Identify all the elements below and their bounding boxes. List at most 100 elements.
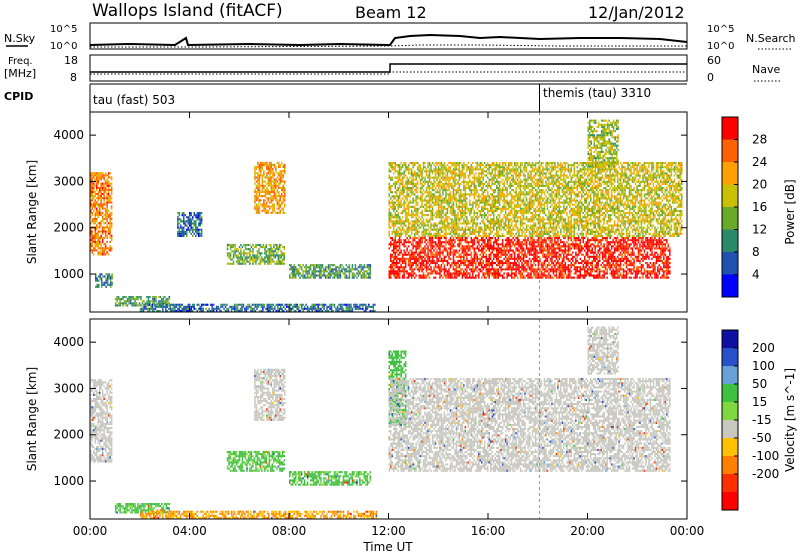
scatter-cell — [109, 247, 111, 250]
scatter-cell — [223, 303, 225, 306]
scatter-cell — [427, 241, 429, 244]
scatter-cell — [496, 251, 498, 254]
scatter-cell — [430, 255, 432, 258]
scatter-cell — [365, 274, 367, 277]
scatter-cell — [431, 251, 434, 254]
scatter-cell — [109, 228, 111, 231]
scatter-cell — [530, 266, 532, 269]
scatter-cell — [406, 212, 408, 215]
scatter-cell — [576, 259, 579, 262]
scatter-cell — [101, 230, 104, 233]
scatter-cell — [424, 247, 426, 250]
scatter-cell — [478, 257, 480, 260]
scatter-cell — [446, 262, 449, 265]
scatter-cell — [500, 266, 502, 269]
scatter-cell — [226, 309, 228, 312]
scatter-cell — [96, 174, 98, 177]
scatter-cell — [487, 241, 489, 244]
scatter-cell — [504, 245, 507, 248]
scatter-cell — [634, 272, 637, 275]
scatter-cell — [280, 307, 282, 310]
scatter-cell — [481, 239, 483, 242]
scatter-cell — [282, 170, 284, 173]
scatter-cell — [439, 266, 441, 269]
scatter-cell — [619, 272, 622, 275]
scatter-cell — [404, 216, 407, 219]
scatter-cell — [344, 309, 346, 312]
scatter-cell — [231, 246, 233, 249]
scatter-cell — [607, 243, 610, 246]
scatter-cell — [598, 249, 601, 252]
scatter-cell — [278, 186, 280, 189]
scatter-cell — [329, 266, 331, 269]
scatter-cell — [469, 268, 471, 271]
scatter-cell — [237, 248, 239, 251]
scatter-cell — [199, 305, 201, 308]
scatter-cell — [198, 214, 200, 217]
scatter-cell — [576, 243, 579, 246]
scatter-cell — [347, 276, 349, 279]
scatter-cell — [515, 270, 517, 273]
scatter-cell — [406, 168, 408, 171]
scatter-cell — [259, 260, 262, 263]
scatter-cell — [601, 253, 604, 256]
scatter-cell — [549, 264, 552, 267]
scatter-cell — [461, 251, 464, 254]
scatter-cell — [640, 272, 643, 275]
scatter-cell — [531, 237, 534, 240]
scatter-cell — [396, 182, 398, 185]
scatter-cell — [270, 248, 272, 251]
scatter-cell — [299, 303, 301, 306]
scatter-cell — [469, 253, 471, 256]
scatter-cell — [466, 268, 468, 271]
scatter-cell — [567, 268, 570, 271]
scatter-cell — [276, 203, 279, 206]
scatter-cell — [619, 251, 622, 254]
scatter-cell — [567, 251, 570, 254]
scatter-cell — [251, 309, 254, 312]
scatter-cell — [491, 264, 493, 267]
scatter-cell — [400, 212, 402, 215]
scatter-cell — [308, 268, 310, 271]
scatter-cell — [146, 302, 148, 305]
scatter-cell — [473, 251, 476, 254]
scatter-cell — [318, 309, 321, 312]
scatter-cell — [109, 275, 112, 278]
scatter-cell — [633, 237, 635, 240]
scatter-cell — [473, 243, 476, 246]
scatter-cell — [282, 209, 284, 212]
scatter-cell — [175, 305, 178, 308]
scatter-cell — [394, 262, 396, 265]
scatter-cell — [548, 262, 550, 265]
scatter-cell — [247, 248, 250, 251]
scatter-cell — [409, 182, 411, 185]
scatter-cell — [463, 253, 465, 256]
scatter-cell — [652, 241, 655, 244]
scatter-cell — [488, 255, 490, 258]
scatter-cell — [184, 222, 186, 225]
scatter-cell — [101, 193, 104, 196]
scatter-cell — [437, 239, 440, 242]
scatter-cell — [284, 165, 286, 168]
scatter-cell — [336, 309, 339, 312]
scatter-cell — [601, 239, 604, 242]
scatter-cell — [159, 302, 162, 305]
scatter-cell — [501, 243, 504, 246]
scatter-cell — [540, 272, 543, 275]
scatter-cell — [97, 247, 99, 250]
scatter-cell — [458, 255, 461, 258]
scatter-cell — [345, 307, 348, 310]
scatter-cell — [616, 262, 619, 265]
scatter-cell — [140, 296, 142, 299]
scatter-cell — [645, 276, 647, 279]
scatter-cell — [404, 201, 407, 204]
scatter-cell — [323, 303, 325, 306]
scatter-cell — [333, 272, 336, 275]
scatter-cell — [279, 163, 281, 166]
scatter-cell — [412, 245, 414, 248]
scatter-cell — [177, 307, 179, 310]
scatter-cell — [396, 262, 398, 265]
scatter-cell — [270, 186, 273, 189]
scatter-cell — [597, 243, 599, 246]
scatter-cell — [518, 245, 520, 248]
